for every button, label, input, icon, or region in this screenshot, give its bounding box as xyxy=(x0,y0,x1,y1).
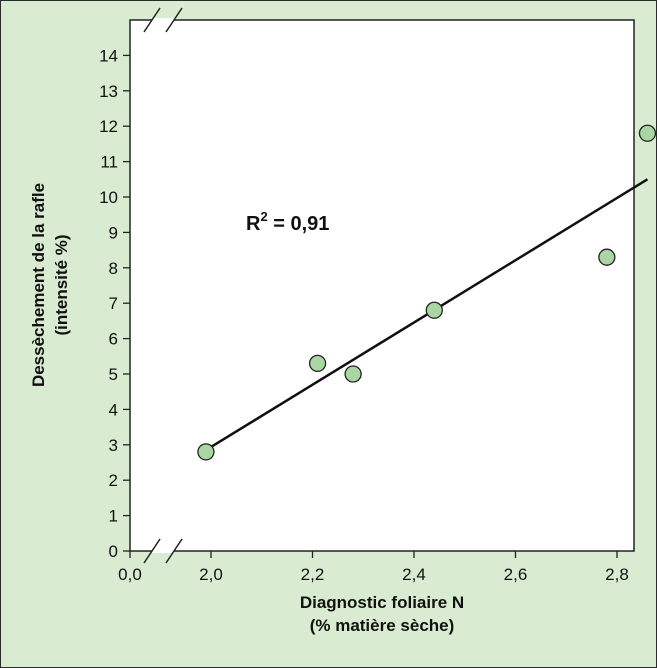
y-axis-title-line2: (intensité %) xyxy=(52,234,71,335)
y-tick-label: 6 xyxy=(109,330,118,349)
y-axis-title-line1: Dessèchement de la rafle xyxy=(29,183,48,387)
r-squared-annotation: R2 = 0,91 xyxy=(246,209,329,235)
y-tick-label: 12 xyxy=(99,117,118,136)
axis-breaks xyxy=(143,7,183,564)
axis-break-mark xyxy=(165,538,183,564)
axis-break-gap xyxy=(152,549,174,553)
y-tick-label: 9 xyxy=(109,223,118,242)
y-tick-label: 11 xyxy=(100,153,118,172)
x-tick-label: 0,0 xyxy=(118,565,142,584)
data-point xyxy=(197,443,215,461)
data-point xyxy=(638,124,657,142)
data-point xyxy=(425,301,443,319)
y-tick-label: 3 xyxy=(109,436,118,455)
axis-break-mark xyxy=(143,538,161,564)
data-point xyxy=(344,365,362,383)
x-tick-label: 2,4 xyxy=(402,565,426,584)
y-tick-label: 13 xyxy=(99,82,118,101)
y-tick-label: 14 xyxy=(99,46,118,65)
x-axis-title-line1: Diagnostic foliaire N xyxy=(300,593,464,612)
y-tick-label: 2 xyxy=(109,471,118,490)
x-tick-label: 2,0 xyxy=(199,565,223,584)
x-tick-label: 2,6 xyxy=(504,565,528,584)
axis-break-mark xyxy=(165,7,183,33)
y-tick-label: 10 xyxy=(99,188,118,207)
plot-area xyxy=(129,19,635,552)
x-tick-label: 2,2 xyxy=(301,565,325,584)
x-tick-label: 2,8 xyxy=(605,565,629,584)
trend-line xyxy=(205,178,649,452)
y-tick-label: 7 xyxy=(109,294,118,313)
y-tick-label: 4 xyxy=(109,400,118,419)
y-tick-label: 1 xyxy=(109,507,118,526)
x-axis-title-line2: (% matière sèche) xyxy=(310,616,455,635)
y-tick-label: 8 xyxy=(109,259,118,278)
axis-break-mark xyxy=(143,7,161,33)
data-points xyxy=(197,124,657,461)
data-point xyxy=(598,248,616,266)
axis-break-gap xyxy=(152,18,174,22)
y-tick-label: 0 xyxy=(109,542,118,561)
y-tick-label: 5 xyxy=(109,365,118,384)
data-point xyxy=(308,354,327,373)
